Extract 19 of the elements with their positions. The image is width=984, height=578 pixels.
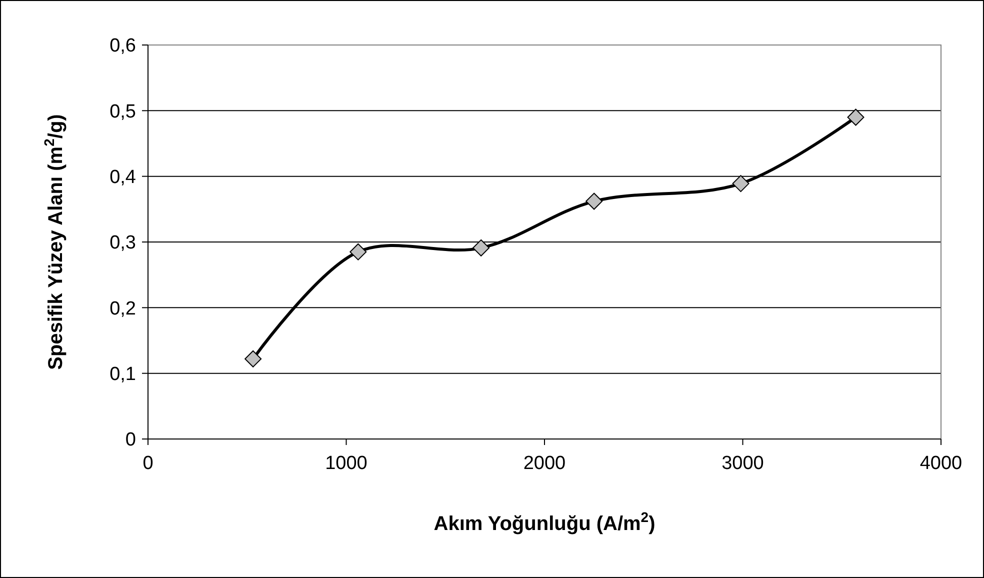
x-tick-label: 1000 [325, 453, 368, 474]
point [847, 108, 864, 126]
x-tick-label: 3000 [722, 453, 764, 474]
y-tick-label: 0,6 [110, 36, 136, 57]
y-tick-label: 0,5 [110, 101, 136, 122]
x-tick-label: 2000 [523, 453, 566, 474]
y-tick-label: 0,1 [110, 364, 136, 385]
point [586, 192, 603, 210]
y-tick-label: 0 [125, 430, 136, 451]
x-tick-label: 4000 [920, 453, 962, 474]
x-axis-title: Akım Yoğunluğu (A/m$^{2}$) [434, 509, 656, 535]
point [732, 175, 750, 192]
point [244, 350, 262, 368]
y-tick-label: 0,4 [110, 166, 136, 188]
point [472, 239, 490, 256]
x-tick-label: 0 [142, 453, 154, 474]
point [350, 243, 367, 260]
y-tick-label: 0,2 [110, 298, 136, 320]
y-tick-label: 0,3 [110, 232, 136, 254]
